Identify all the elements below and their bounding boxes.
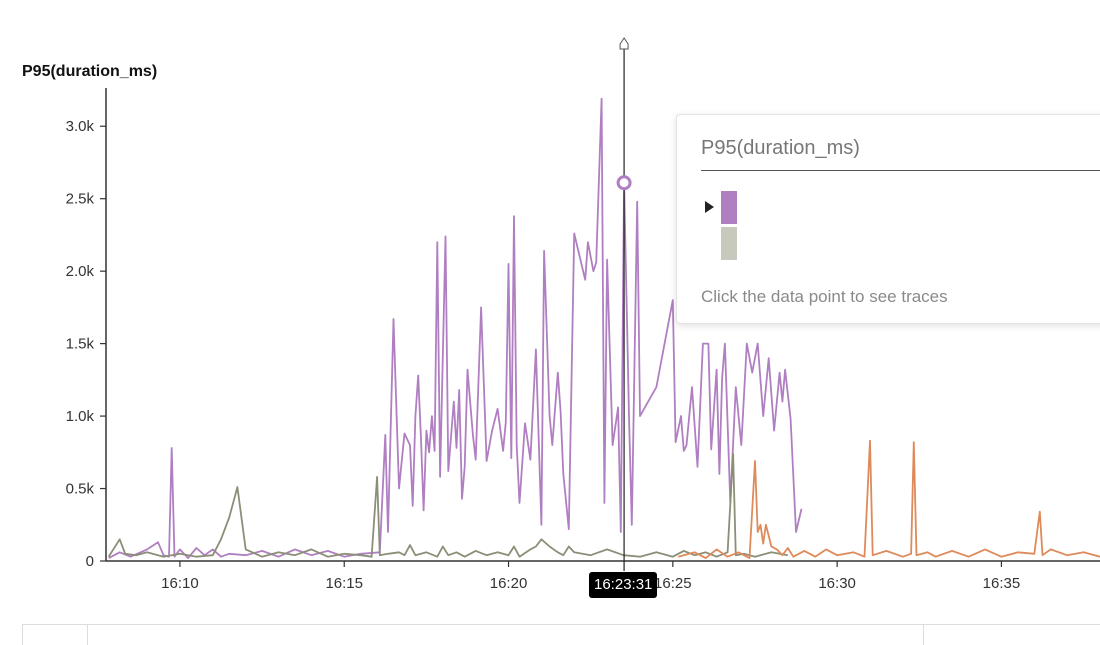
- tooltip-series-row[interactable]: [705, 191, 1005, 225]
- x-tick-label: 16:20: [490, 575, 528, 592]
- y-tick-label: 3.0k: [66, 118, 95, 135]
- column-divider: [923, 625, 924, 645]
- tooltip-title: P95(duration_ms): [701, 137, 860, 159]
- y-axis-label: P95(duration_ms): [22, 63, 157, 80]
- pointer-icon: [619, 37, 629, 50]
- tooltip-divider: [701, 170, 1100, 171]
- x-tick-label: 16:25: [654, 575, 692, 592]
- series-line-1[interactable]: [107, 452, 788, 558]
- x-tick-label: 16:30: [818, 575, 856, 592]
- y-tick-label: 0: [86, 553, 94, 570]
- tooltip-hint: Click the data point to see traces: [701, 287, 948, 306]
- y-axis: 0 0.5k 1.0k 1.5k 2.0k 2.5k 3.0k: [66, 88, 107, 570]
- y-tick-label: 0.5k: [66, 481, 95, 498]
- column-divider: [87, 625, 88, 645]
- y-tick-label: 2.0k: [66, 263, 95, 280]
- y-tick-label: 1.0k: [66, 408, 95, 425]
- x-tick-label: 16:15: [325, 575, 363, 592]
- caret-right-icon: [705, 201, 714, 213]
- series-line-0[interactable]: [108, 97, 803, 559]
- bottom-table-header: [22, 624, 1100, 645]
- x-tick-label: 16:10: [161, 575, 199, 592]
- x-axis: 16:10 16:15 16:20 16:25 16:30 16:35: [106, 560, 1100, 592]
- y-tick-label: 1.5k: [66, 336, 95, 353]
- hover-point-marker[interactable]: [616, 175, 632, 191]
- series-layer[interactable]: [107, 97, 1100, 559]
- tooltip-series-row[interactable]: [705, 227, 1005, 261]
- series-line-2[interactable]: [678, 439, 1100, 559]
- series-swatch: [721, 227, 737, 260]
- crosshair: [616, 37, 632, 571]
- hover-time-badge: 16:23:31: [589, 572, 658, 598]
- x-tick-label: 16:35: [983, 575, 1021, 592]
- series-swatch: [721, 191, 737, 224]
- y-tick-label: 2.5k: [66, 191, 95, 208]
- hover-tooltip: P95(duration_ms) Click the data point to…: [676, 114, 1100, 324]
- chart-svg[interactable]: P95(duration_ms) 0 0.5k 1.0k 1.5k 2.0k 2.5k 3.…: [0, 0, 1100, 632]
